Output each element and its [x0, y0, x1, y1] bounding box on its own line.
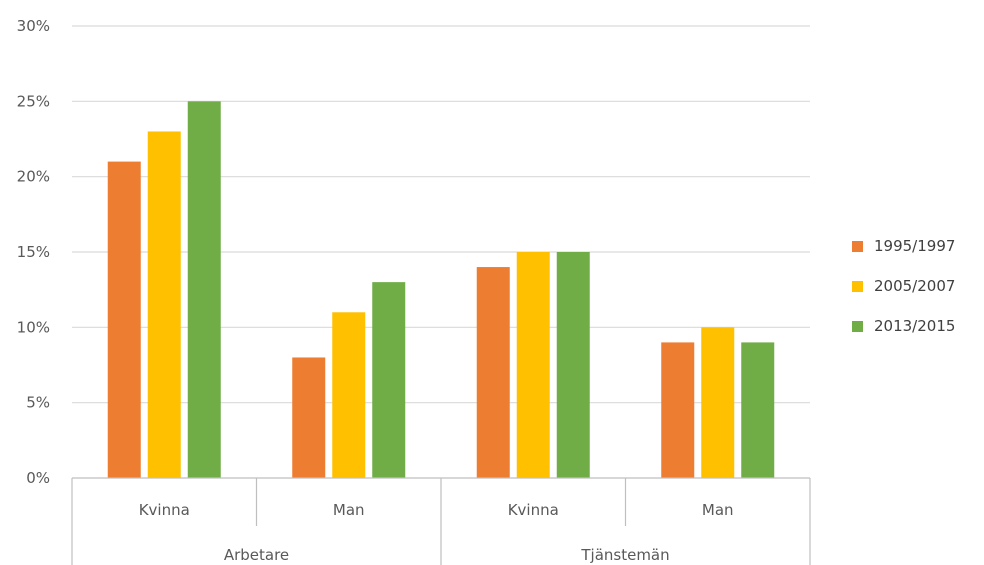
- x-axis-category-labels: Kvinna Man Kvinna Man: [139, 501, 734, 519]
- x-category-label: Man: [702, 501, 734, 519]
- y-tick-label: 25%: [17, 92, 50, 110]
- legend-swatch: [852, 241, 863, 252]
- y-tick-label: 5%: [26, 394, 50, 412]
- bar: [107, 161, 141, 478]
- bar: [516, 252, 550, 478]
- x-group-label: Arbetare: [224, 546, 289, 564]
- y-tick-label: 0%: [26, 469, 50, 487]
- x-category-label: Kvinna: [139, 501, 190, 519]
- y-tick-label: 20%: [17, 168, 50, 186]
- x-category-label: Man: [333, 501, 365, 519]
- gridlines: [72, 25, 810, 404]
- bar: [147, 131, 181, 478]
- y-tick-label: 30%: [17, 17, 50, 35]
- x-group-label: Tjänstemän: [580, 546, 669, 564]
- bar: [701, 327, 735, 478]
- x-category-label: Kvinna: [508, 501, 559, 519]
- legend-swatch: [852, 281, 863, 292]
- legend-swatch: [852, 321, 863, 332]
- bar: [556, 252, 590, 478]
- bar: [741, 342, 775, 478]
- x-axis-group-labels: Arbetare Tjänstemän: [224, 546, 670, 564]
- x-axis: [71, 477, 811, 565]
- bar: [661, 342, 695, 478]
- y-tick-label: 10%: [17, 318, 50, 336]
- bar: [476, 267, 510, 478]
- legend-label: 1995/1997: [874, 237, 955, 255]
- bar: [372, 282, 406, 478]
- legend: 1995/1997 2005/2007 2013/2015: [852, 237, 955, 335]
- y-tick-label: 15%: [17, 243, 50, 261]
- bar: [292, 357, 326, 478]
- bars: [107, 101, 775, 478]
- legend-label: 2013/2015: [874, 317, 955, 335]
- legend-label: 2005/2007: [874, 277, 955, 295]
- y-axis-tick-labels: 0% 5% 10% 15% 20% 25% 30%: [17, 17, 50, 487]
- bar: [332, 312, 366, 478]
- bar: [187, 101, 221, 478]
